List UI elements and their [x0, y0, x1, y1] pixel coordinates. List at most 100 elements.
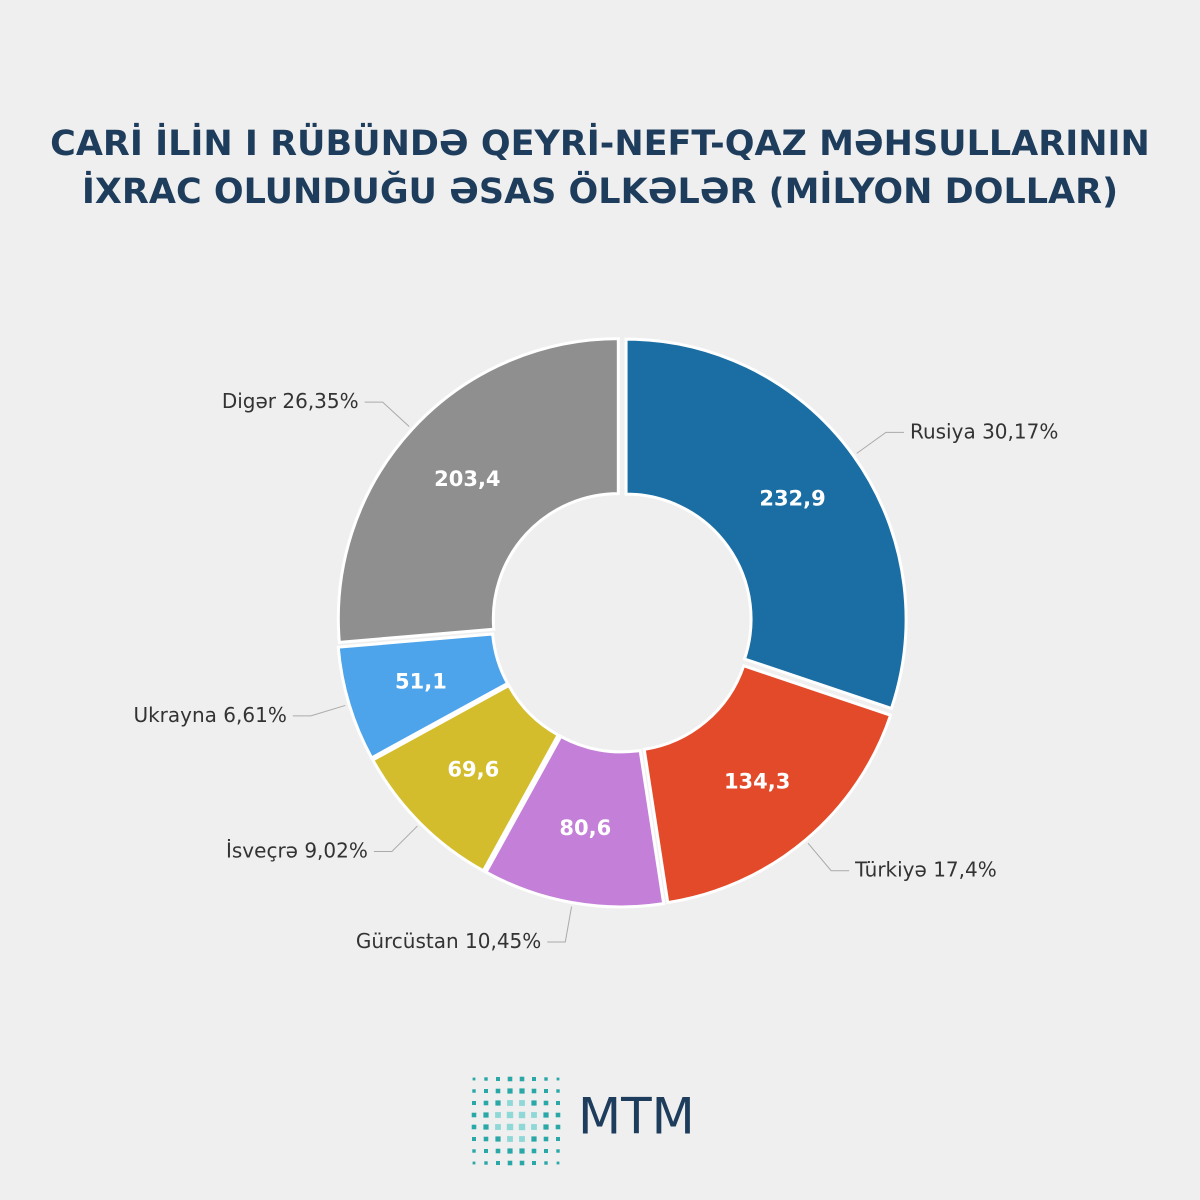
logo-cell	[544, 1089, 548, 1093]
leader-line	[292, 704, 346, 717]
category-label: Gürcüstan	[356, 929, 459, 953]
logo-cell	[519, 1136, 525, 1142]
category-label: İsveçrə	[226, 838, 298, 862]
logo-cell	[471, 1124, 477, 1130]
logo-cell	[472, 1137, 476, 1141]
category-label: Rusiya	[910, 419, 976, 443]
logo-cell	[484, 1077, 488, 1081]
outer-label: Digər 26,35%	[222, 389, 359, 413]
logo-cell	[556, 1161, 560, 1165]
logo-cell	[471, 1112, 477, 1118]
outer-label: Gürcüstan 10,45%	[356, 929, 541, 953]
logo-cell	[544, 1077, 548, 1081]
logo-cell	[495, 1112, 501, 1118]
logo-cell	[543, 1112, 549, 1118]
logo-cell	[506, 1111, 514, 1119]
brand-text: MTM	[578, 1088, 695, 1146]
logo-cell	[483, 1124, 489, 1130]
logo-cell	[484, 1149, 488, 1153]
logo-cell	[544, 1149, 548, 1153]
logo-cell	[518, 1123, 526, 1131]
logo-cell	[518, 1111, 526, 1119]
logo-cell	[495, 1088, 501, 1094]
logo-cell	[555, 1112, 561, 1118]
leader-line	[364, 401, 410, 427]
logo-cell	[484, 1089, 488, 1093]
logo-cell	[495, 1148, 501, 1154]
leader-line	[547, 906, 573, 943]
logo-cell	[556, 1137, 560, 1141]
logo-cell	[472, 1161, 476, 1165]
logo-cell	[472, 1101, 476, 1105]
logo-cell	[556, 1101, 560, 1105]
logo-cell	[532, 1077, 536, 1081]
logo-cell	[556, 1089, 560, 1093]
logo-cell	[531, 1100, 537, 1106]
logo	[471, 1076, 561, 1166]
value-label: 69,6	[447, 757, 499, 781]
logo-cell	[519, 1088, 525, 1094]
slice	[336, 632, 510, 760]
logo-cell	[484, 1161, 488, 1165]
percent-label: 9,02%	[304, 838, 368, 862]
percent-label: 17,4%	[933, 857, 997, 881]
logo-cell	[555, 1124, 561, 1130]
logo-cell	[472, 1077, 476, 1081]
category-label: Türkiyə	[854, 857, 927, 881]
logo-cell	[507, 1136, 513, 1142]
slice	[484, 734, 666, 909]
logo-cell	[507, 1076, 513, 1082]
value-label: 232,9	[759, 486, 825, 510]
logo-cell	[543, 1136, 549, 1142]
logo-cell	[507, 1100, 513, 1106]
outer-label: Rusiya 30,17%	[910, 419, 1058, 443]
outer-label: İsveçrə 9,02%	[226, 838, 368, 862]
logo-cell	[496, 1161, 500, 1165]
value-label: 51,1	[395, 670, 447, 694]
logo-cell	[496, 1077, 500, 1081]
logo-cell	[519, 1148, 525, 1154]
logo-cell	[556, 1077, 560, 1081]
logo-cell	[543, 1100, 549, 1106]
leader-line	[807, 842, 850, 872]
slice	[336, 337, 620, 644]
logo-cell	[472, 1089, 476, 1093]
leader-line	[856, 431, 904, 454]
logo-cell	[507, 1088, 513, 1094]
chart-title: İXRAC OLUNDUĞU ƏSAS ÖLKƏLƏR (MİLYON DOLL…	[82, 170, 1118, 212]
logo-cell	[506, 1123, 514, 1131]
value-label: 203,4	[434, 467, 500, 491]
logo-cell	[531, 1136, 537, 1142]
percent-label: 30,17%	[982, 419, 1058, 443]
logo-cell	[495, 1136, 501, 1142]
logo-cell	[531, 1112, 537, 1118]
slice	[370, 683, 561, 873]
logo-cell	[519, 1076, 525, 1082]
value-label: 80,6	[559, 816, 611, 840]
logo-cell	[543, 1124, 549, 1130]
logo-cell	[507, 1160, 513, 1166]
leader-line	[373, 825, 418, 853]
logo-cell	[531, 1148, 537, 1154]
logo-cell	[556, 1149, 560, 1153]
logo-cell	[495, 1100, 501, 1106]
logo-cell	[519, 1100, 525, 1106]
logo-cell	[531, 1088, 537, 1094]
category-label: Digər	[222, 389, 277, 413]
logo-cell	[472, 1149, 476, 1153]
percent-label: 26,35%	[282, 389, 358, 413]
logo-cell	[507, 1148, 513, 1154]
value-label: 134,3	[724, 770, 790, 794]
logo-cell	[532, 1161, 536, 1165]
logo-cell	[544, 1161, 548, 1165]
slice	[642, 663, 893, 905]
logo-cell	[483, 1136, 489, 1142]
outer-label: Türkiyə 17,4%	[854, 857, 997, 881]
outer-label: Ukrayna 6,61%	[133, 702, 286, 726]
logo-cell	[531, 1124, 537, 1130]
chart-title: CARİ İLİN I RÜBÜNDƏ QEYRİ-NEFT-QAZ MƏHSU…	[50, 122, 1150, 164]
category-label: Ukrayna	[133, 702, 216, 726]
percent-label: 10,45%	[465, 929, 541, 953]
